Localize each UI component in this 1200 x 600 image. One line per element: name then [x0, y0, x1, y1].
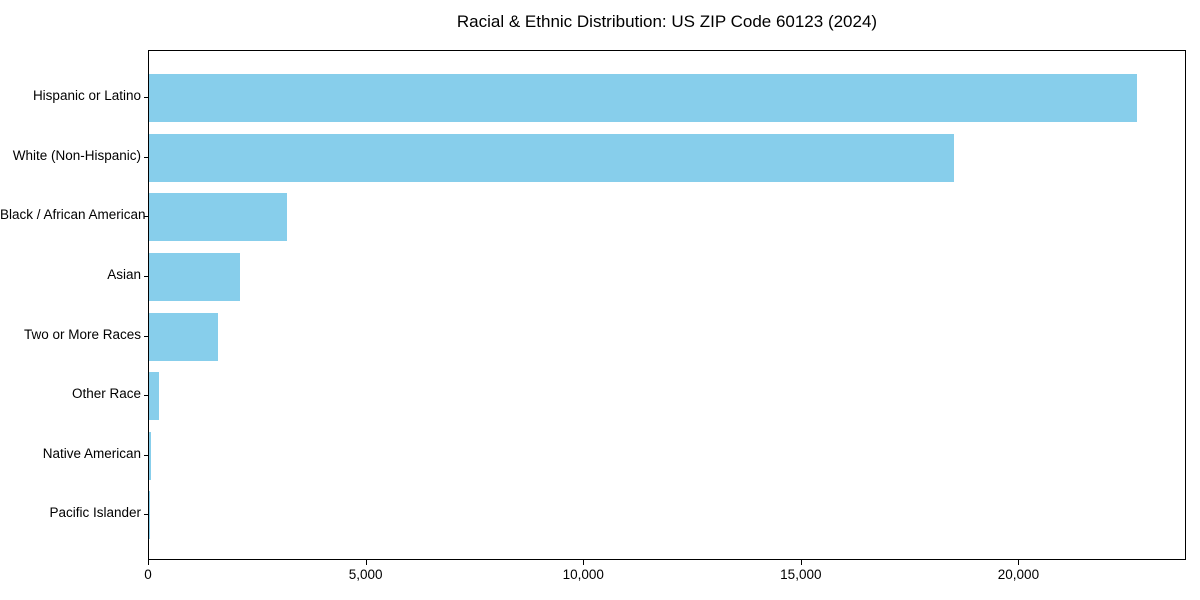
x-tick-label: 0 — [144, 567, 152, 582]
bar-asian — [149, 252, 240, 301]
y-tick-mark — [144, 454, 148, 456]
y-tick-label: Other Race — [71, 386, 141, 402]
x-tick-mark — [1018, 560, 1020, 565]
bar-pacific-islander — [149, 491, 150, 540]
y-tick-label: Two or More Races — [23, 326, 141, 342]
chart-title: Racial & Ethnic Distribution: US ZIP Cod… — [456, 12, 878, 31]
x-tick-mark — [148, 560, 149, 565]
x-tick-mark — [800, 560, 802, 565]
y-tick-label: Black / African American — [0, 207, 146, 223]
y-tick-label: Asian — [107, 266, 141, 282]
x-tick-mark — [583, 560, 585, 565]
y-tick-label: Pacific Islander — [49, 505, 141, 521]
y-tick-mark — [144, 395, 148, 397]
bar-black-african-american — [149, 193, 287, 242]
y-tick-label: Hispanic or Latino — [32, 88, 141, 103]
x-tick-label: 20,000 — [997, 567, 1040, 582]
y-tick-mark — [144, 97, 148, 98]
x-tick-label: 15,000 — [780, 567, 822, 582]
y-tick-mark — [144, 156, 148, 158]
y-tick-mark — [144, 335, 148, 337]
y-tick-mark — [144, 275, 148, 277]
bar-native-american — [149, 431, 151, 480]
bar-other-race — [149, 372, 159, 421]
x-tick-label: 10,000 — [562, 567, 604, 582]
x-tick-label: 5,000 — [348, 567, 383, 582]
bar-hispanic-or-latino — [149, 74, 1137, 122]
bar-two-or-more-races — [149, 312, 218, 361]
bar-white-non-hispanic — [149, 133, 955, 182]
y-tick-label: White (Non-Hispanic) — [12, 147, 141, 163]
x-tick-mark — [365, 560, 367, 565]
y-tick-label: Native American — [42, 445, 141, 461]
y-tick-mark — [144, 216, 148, 218]
plot-area — [148, 50, 1186, 560]
y-tick-mark — [144, 514, 148, 516]
